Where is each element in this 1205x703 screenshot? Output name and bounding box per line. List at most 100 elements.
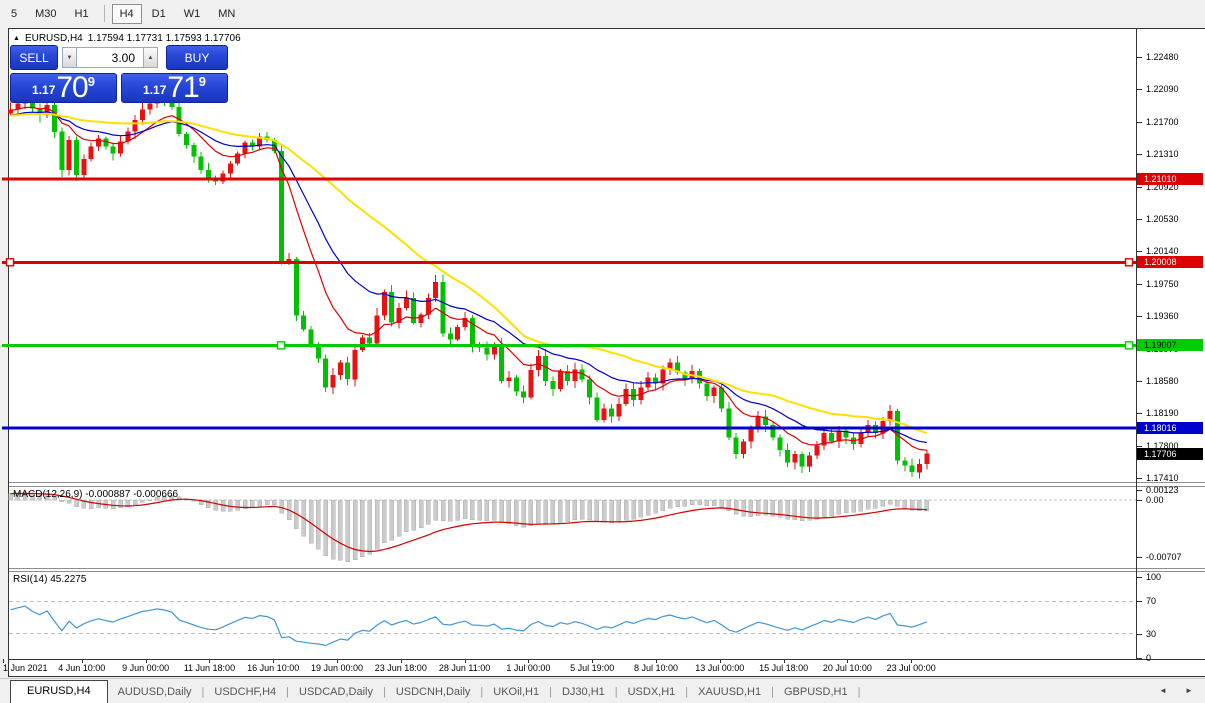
tab-separator: | xyxy=(614,686,618,698)
volume-input[interactable]: 3.00 xyxy=(77,47,143,68)
price-axis-label: 1.18190 xyxy=(1146,408,1179,419)
buy-price-display[interactable]: 1.17 71 9 xyxy=(121,73,228,103)
pane-separator[interactable] xyxy=(9,571,1205,572)
time-axis-tick xyxy=(273,659,275,663)
up-arrow-icon: ▲ xyxy=(147,54,154,61)
tab-ukoil-h1[interactable]: UKOil,H1 xyxy=(493,686,540,698)
tab-separator: | xyxy=(382,686,386,698)
price-axis-tick xyxy=(1137,413,1142,415)
rsi-pane-canvas[interactable] xyxy=(0,572,1136,660)
price-axis-label: 1.20530 xyxy=(1146,213,1179,224)
price-axis-tick xyxy=(1137,316,1142,318)
tab-scroll-right-button[interactable]: ► xyxy=(1185,686,1193,695)
hline-price-tag: 1.18016 xyxy=(1137,421,1203,434)
macd-pane-canvas[interactable] xyxy=(0,487,1136,567)
price-axis-tick xyxy=(1137,251,1142,253)
timeframe-toolbar: 5 M30 H1 H4 D1 W1 MN xyxy=(0,0,1205,27)
time-axis-tick xyxy=(592,659,594,663)
hline-price-tag: 1.19007 xyxy=(1137,339,1203,352)
chart-tabs: EURUSD,H4 AUDUSD,Daily | USDCHF,H4 | USDCAD,D… xyxy=(10,679,860,703)
volume-increase-button[interactable]: ▲ xyxy=(143,47,158,68)
sell-price-display[interactable]: 1.17 70 9 xyxy=(10,73,117,103)
price-axis-tick xyxy=(1137,445,1142,447)
price-axis-label: 1.21700 xyxy=(1146,116,1179,127)
tab-gbpusd-h1[interactable]: GBPUSD,H1 xyxy=(783,686,848,698)
tab-separator: | xyxy=(480,686,484,698)
time-axis-line xyxy=(9,659,1205,660)
tab-usdcad-daily[interactable]: USDCAD,Daily xyxy=(299,686,373,698)
tab-usdx-h1[interactable]: USDX,H1 xyxy=(627,686,676,698)
price-axis-tick xyxy=(1137,478,1142,480)
price-axis-tick xyxy=(1137,89,1142,91)
rsi-indicator-label: RSI(14) 45.2275 xyxy=(13,574,87,585)
time-axis-tick xyxy=(528,659,530,663)
macd-axis-tick xyxy=(1137,557,1142,559)
tab-dj30-h1[interactable]: DJ30,H1 xyxy=(561,686,605,698)
time-axis-label: 11 Jun 18:00 xyxy=(183,663,236,673)
rsi-axis-label: 30 xyxy=(1146,628,1157,639)
price-axis-label: 1.22090 xyxy=(1146,84,1179,95)
time-axis-label: 23 Jun 18:00 xyxy=(374,663,427,673)
pane-separator[interactable] xyxy=(9,482,1205,483)
time-axis-tick xyxy=(847,659,849,663)
sell-price-big: 70 xyxy=(56,71,88,104)
price-axis-label: 1.20140 xyxy=(1146,246,1179,257)
time-axis-label: 4 Jun 10:00 xyxy=(58,663,106,673)
price-axis-tick xyxy=(1137,56,1142,58)
price-chart-canvas[interactable] xyxy=(0,30,1136,481)
time-axis-tick xyxy=(719,659,721,663)
time-axis-label: 19 Jun 00:00 xyxy=(310,663,364,673)
tab-eurusd-h4[interactable]: EURUSD,H4 xyxy=(10,680,108,703)
timeframe-button-d1[interactable]: D1 xyxy=(151,7,166,20)
time-axis-label: 20 Jul 10:00 xyxy=(822,663,872,673)
price-axis-tick xyxy=(1137,121,1142,123)
time-axis-tick xyxy=(656,659,657,663)
buy-price-prefix: 1.17 xyxy=(143,83,167,97)
sell-button[interactable]: SELL xyxy=(10,45,58,70)
timeframe-button-mn[interactable]: MN xyxy=(218,7,236,20)
timeframe-button-w1[interactable]: W1 xyxy=(183,7,201,20)
time-axis-label: 15 Jul 18:00 xyxy=(759,663,809,673)
price-axis-separator xyxy=(1136,29,1137,659)
price-axis-label: 1.19360 xyxy=(1146,311,1179,322)
time-axis-tick xyxy=(145,659,147,663)
toolbar-separator xyxy=(103,5,105,22)
buy-price-big: 71 xyxy=(167,71,199,104)
macd-axis-tick xyxy=(1137,500,1142,501)
chart-title: ▲ EURUSD,H4 1.17594 1.17731 1.17593 1.17… xyxy=(13,33,241,44)
hline-price-tag: 1.21010 xyxy=(1137,173,1203,186)
tab-usdcnh-daily[interactable]: USDCNH,Daily xyxy=(395,686,471,698)
price-axis-tick xyxy=(1137,154,1142,156)
pane-separator[interactable] xyxy=(9,486,1205,487)
volume-decrease-button[interactable]: ▼ xyxy=(62,47,77,68)
tab-separator: | xyxy=(857,686,861,698)
price-axis-label: 1.17800 xyxy=(1146,440,1179,451)
price-axis-label: 1.17410 xyxy=(1146,473,1179,484)
panel-collapse-arrow-icon[interactable]: ▲ xyxy=(13,35,20,42)
buy-button[interactable]: BUY xyxy=(166,45,228,70)
timeframe-button-h1[interactable]: H1 xyxy=(74,7,89,20)
tab-audusd-daily[interactable]: AUDUSD,Daily xyxy=(117,686,192,698)
time-axis-tick xyxy=(81,659,83,663)
tab-xauusd-h1[interactable]: XAUUSD,H1 xyxy=(698,686,762,698)
pane-separator[interactable] xyxy=(9,568,1205,569)
timeframe-button-h4[interactable]: H4 xyxy=(111,3,142,24)
sell-price-prefix: 1.17 xyxy=(32,83,56,97)
time-axis-label: 16 Jun 10:00 xyxy=(247,663,300,673)
rsi-axis-label: 70 xyxy=(1146,596,1157,607)
time-axis-label: 23 Jul 00:00 xyxy=(886,663,936,673)
price-axis-label: 1.18580 xyxy=(1146,375,1179,386)
timeframe-button-m30[interactable]: M30 xyxy=(35,7,57,20)
macd-axis-tick xyxy=(1137,490,1142,492)
tab-usdchf-h4[interactable]: USDCHF,H4 xyxy=(214,686,277,698)
buy-price-pip: 9 xyxy=(198,74,206,89)
tab-scroll-left-button[interactable]: ◄ xyxy=(1159,686,1167,695)
timeframe-button-5[interactable]: 5 xyxy=(11,7,18,20)
time-axis-label: 9 Jun 00:00 xyxy=(122,663,170,673)
tab-separator: | xyxy=(771,686,774,698)
price-axis-tick xyxy=(1137,218,1142,220)
time-axis-tick xyxy=(337,659,338,663)
rsi-axis-tick xyxy=(1137,601,1142,603)
macd-indicator-label: MACD(12,26,9) -0.000887 -0.000666 xyxy=(13,489,179,500)
